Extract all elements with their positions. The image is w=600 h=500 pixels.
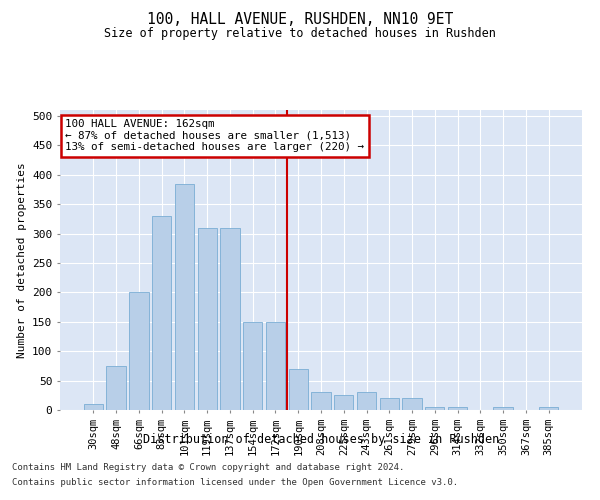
Bar bbox=[380, 398, 399, 410]
Bar bbox=[152, 216, 172, 410]
Y-axis label: Number of detached properties: Number of detached properties bbox=[17, 162, 26, 358]
Bar bbox=[493, 407, 513, 410]
Text: Size of property relative to detached houses in Rushden: Size of property relative to detached ho… bbox=[104, 28, 496, 40]
Bar bbox=[403, 398, 422, 410]
Bar bbox=[334, 396, 353, 410]
Bar bbox=[425, 407, 445, 410]
Bar bbox=[289, 369, 308, 410]
Bar bbox=[129, 292, 149, 410]
Text: 100, HALL AVENUE, RUSHDEN, NN10 9ET: 100, HALL AVENUE, RUSHDEN, NN10 9ET bbox=[147, 12, 453, 28]
Bar bbox=[243, 322, 262, 410]
Bar bbox=[357, 392, 376, 410]
Bar bbox=[448, 407, 467, 410]
Bar bbox=[106, 366, 126, 410]
Text: Contains HM Land Registry data © Crown copyright and database right 2024.: Contains HM Land Registry data © Crown c… bbox=[12, 463, 404, 472]
Bar bbox=[220, 228, 239, 410]
Bar bbox=[311, 392, 331, 410]
Bar bbox=[175, 184, 194, 410]
Bar bbox=[266, 322, 285, 410]
Bar bbox=[539, 407, 558, 410]
Bar bbox=[84, 404, 103, 410]
Text: Distribution of detached houses by size in Rushden: Distribution of detached houses by size … bbox=[143, 432, 499, 446]
Text: Contains public sector information licensed under the Open Government Licence v3: Contains public sector information licen… bbox=[12, 478, 458, 487]
Bar bbox=[197, 228, 217, 410]
Text: 100 HALL AVENUE: 162sqm
← 87% of detached houses are smaller (1,513)
13% of semi: 100 HALL AVENUE: 162sqm ← 87% of detache… bbox=[65, 119, 364, 152]
